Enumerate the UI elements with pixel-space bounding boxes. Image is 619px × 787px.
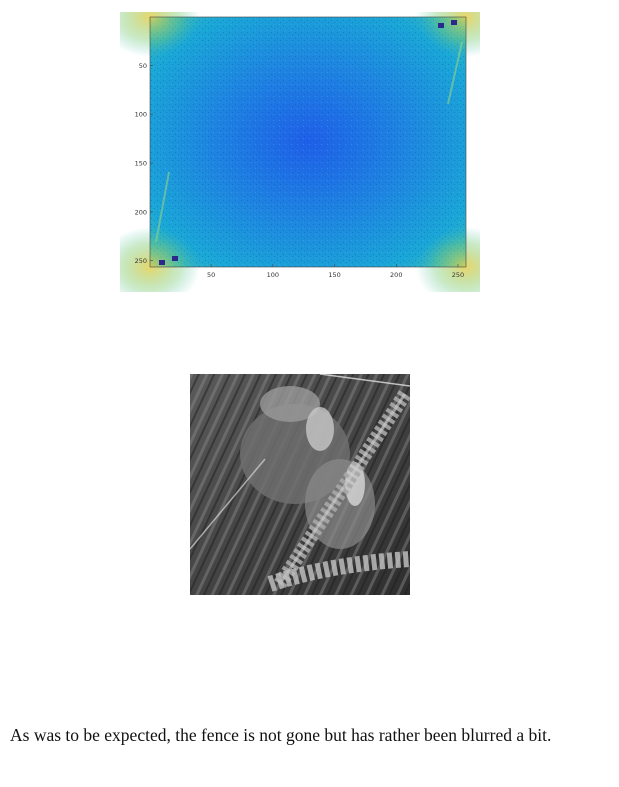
marker-top-right-1	[438, 23, 444, 28]
y-tick-label: 150	[135, 159, 147, 167]
x-tick-label: 150	[328, 271, 340, 279]
x-tick-label: 100	[267, 271, 279, 279]
image-icon	[190, 374, 410, 595]
y-tick-label: 250	[135, 257, 147, 265]
marker-top-right-2	[451, 20, 457, 25]
x-tick-label: 50	[207, 271, 215, 279]
x-tick-label: 200	[390, 271, 402, 279]
plot-frame	[149, 16, 467, 268]
x-tick-label: 250	[452, 271, 464, 279]
y-tick-label: 100	[135, 111, 147, 119]
spectrum-plot: 50 100 150 200 250 50 100 150 200 250	[120, 12, 480, 292]
y-axis: 50 100 150 200 250	[135, 62, 153, 265]
y-tick-label: 50	[139, 62, 147, 70]
x-axis: 50 100 150 200 250	[207, 264, 464, 279]
marker-bottom-left-1	[159, 260, 165, 265]
caption-text: As was to be expected, the fence is not …	[10, 725, 552, 745]
y-tick-label: 200	[135, 208, 147, 216]
marker-bottom-left-2	[172, 256, 178, 261]
filtered-photo	[190, 374, 410, 595]
